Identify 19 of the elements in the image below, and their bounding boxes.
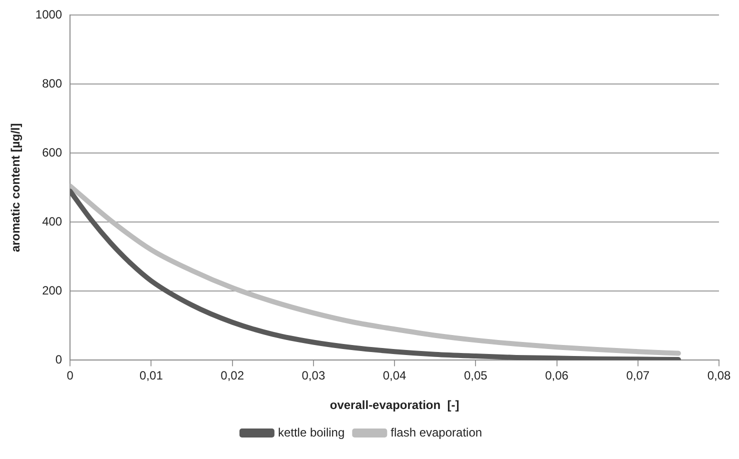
legend-label: flash evaporation [390, 425, 482, 440]
x-tick-label: 0,01 [140, 368, 164, 383]
x-tick-label: 0,03 [302, 368, 326, 383]
x-axis-title: overall-evaporation [-] [330, 398, 460, 412]
y-axis-title: aromatic content [µg/l] [8, 123, 23, 252]
y-tick-label: 400 [42, 214, 62, 229]
x-tick-label: 0,04 [382, 368, 407, 383]
y-tick-label: 200 [42, 284, 62, 298]
legend-label: kettle boiling [278, 425, 345, 440]
x-tick-label: 0,06 [545, 368, 569, 383]
y-tick-label: 800 [42, 76, 62, 91]
y-tick-label: 1000 [35, 8, 62, 22]
x-tick-label: 0 [66, 368, 74, 383]
x-tick-label: 0,07 [626, 368, 650, 383]
y-tick-label: 0 [55, 352, 62, 367]
x-tick-label: 0,08 [707, 368, 731, 383]
x-tick-label: 0,05 [464, 368, 488, 383]
y-tick-label: 600 [42, 146, 62, 160]
x-tick-label: 0,02 [220, 368, 244, 383]
